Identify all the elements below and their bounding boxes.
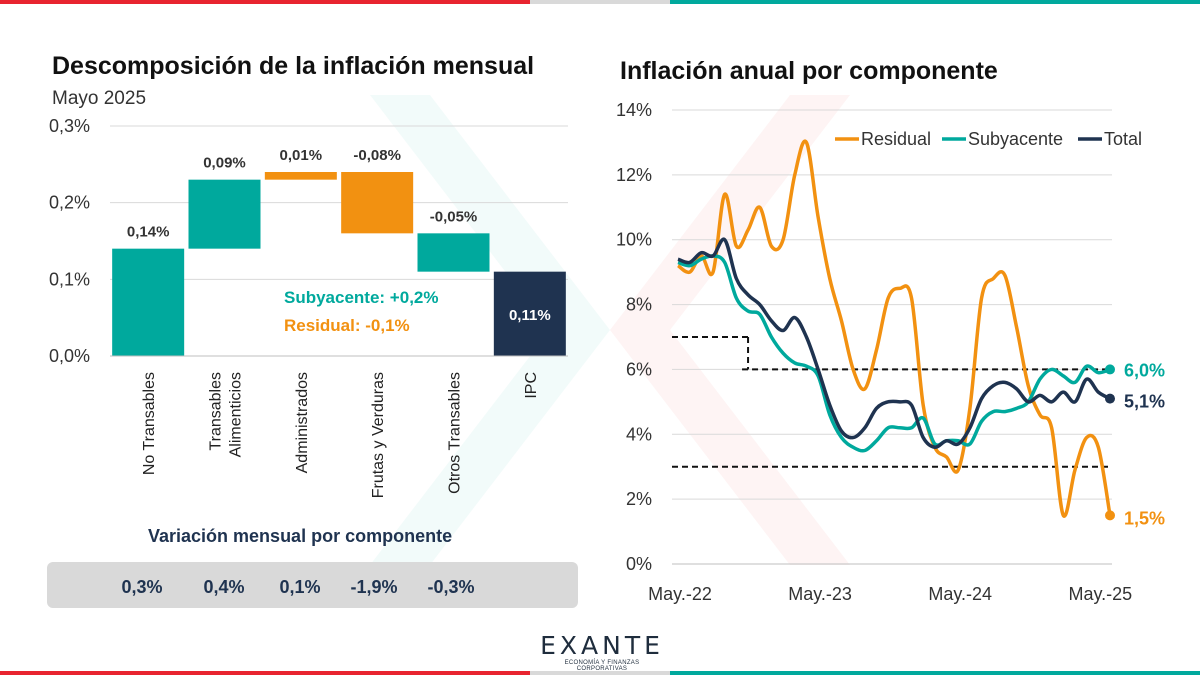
x-tick-label: IPC xyxy=(523,372,540,399)
y-tick-label: 0,0% xyxy=(49,346,90,366)
annotation-subyacente: Subyacente: +0,2% xyxy=(284,288,439,307)
waterfall-title: Descomposición de la inflación mensual xyxy=(52,52,535,80)
x-tick-label: Alimenticios xyxy=(228,372,245,457)
bar-data-label: 0,11% xyxy=(509,307,551,324)
waterfall-bar xyxy=(264,172,337,180)
waterfall-bar xyxy=(112,248,185,356)
x-tick-label: Administrados xyxy=(294,372,311,473)
x-tick-label: Transables xyxy=(208,372,225,451)
bottom-bar-teal xyxy=(670,671,1200,675)
y-tick-label: 2% xyxy=(626,489,652,509)
waterfall-chart: 0,0% 0,1% 0,2% 0,3% 0,14% 0,09% 0,01% -0,08% -0,… xyxy=(49,116,568,498)
table-title: Variación mensual por componente xyxy=(148,526,453,546)
waterfall-bar xyxy=(417,233,490,272)
series-end-label: 1,5% xyxy=(1124,508,1165,528)
y-tick-label: 0,1% xyxy=(49,269,90,289)
monthly-variation-table xyxy=(47,562,578,608)
series-line-residual xyxy=(676,139,1112,518)
line-chart: 0% 2% 4% 6% 8% 10% 12% 14% May.-22 May.-23 May.-24… xyxy=(616,100,1165,604)
table-value: 0,1% xyxy=(279,577,321,597)
logo-name: EXANTE xyxy=(540,631,664,660)
bottom-bar-red xyxy=(0,671,530,675)
x-tick-label: No Transables xyxy=(141,372,158,475)
y-tick-label: 6% xyxy=(626,359,652,379)
top-bar-red xyxy=(0,0,530,4)
logo-tagline: ECONOMÍA Y FINANZAS CORPORATIVAS xyxy=(564,660,640,672)
x-tick-label: May.-22 xyxy=(648,584,712,604)
x-tick-label: May.-25 xyxy=(1068,584,1132,604)
bar-data-label: -0,08% xyxy=(353,147,401,164)
line-chart-title: Inflación anual por componente xyxy=(620,57,998,85)
top-bar-gray xyxy=(530,0,670,4)
legend-label: Residual xyxy=(861,129,931,149)
series-line-subyacente xyxy=(677,254,1111,453)
y-tick-label: 14% xyxy=(616,100,652,120)
y-tick-label: 10% xyxy=(616,230,652,250)
table-value: 0,4% xyxy=(203,577,245,597)
series-end-label: 5,1% xyxy=(1124,392,1165,412)
y-tick-label: 4% xyxy=(626,424,652,444)
table-value: -0,3% xyxy=(427,577,475,597)
y-tick-label: 8% xyxy=(626,295,652,315)
waterfall-bar xyxy=(188,179,261,249)
series-line-total xyxy=(677,237,1111,450)
table-value: 0,3% xyxy=(121,577,163,597)
bar-data-label: 0,01% xyxy=(280,147,323,164)
bar-data-label: -0,05% xyxy=(430,208,478,225)
x-tick-label: May.-24 xyxy=(928,584,992,604)
y-tick-label: 0,3% xyxy=(49,116,90,136)
waterfall-bar xyxy=(341,172,414,234)
bar-data-label: 0,09% xyxy=(203,155,246,172)
y-tick-label: 12% xyxy=(616,165,652,185)
y-tick-label: 0,2% xyxy=(49,193,90,213)
series-end-point xyxy=(1105,510,1115,521)
annotation-residual: Residual: -0,1% xyxy=(284,316,410,335)
legend-label: Total xyxy=(1104,129,1142,149)
x-tick-label: Otros Transables xyxy=(447,372,464,494)
waterfall-bar xyxy=(493,271,566,356)
series-end-point xyxy=(1105,364,1115,375)
y-tick-label: 0% xyxy=(626,554,652,574)
bar-data-label: 0,14% xyxy=(127,224,170,241)
x-tick-label: May.-23 xyxy=(788,584,852,604)
legend-label: Subyacente xyxy=(968,129,1063,149)
waterfall-subtitle: Mayo 2025 xyxy=(52,88,147,109)
series-end-label: 6,0% xyxy=(1124,360,1165,380)
exante-logo: EXANTE ECONOMÍA Y FINANZAS CORPORATIVAS xyxy=(540,631,664,673)
top-bar-teal xyxy=(670,0,1200,4)
x-tick-label: Frutas y Verduras xyxy=(370,372,387,498)
series-end-point xyxy=(1105,393,1115,404)
table-value: -1,9% xyxy=(350,577,398,597)
bottom-bar-gray xyxy=(530,671,670,675)
